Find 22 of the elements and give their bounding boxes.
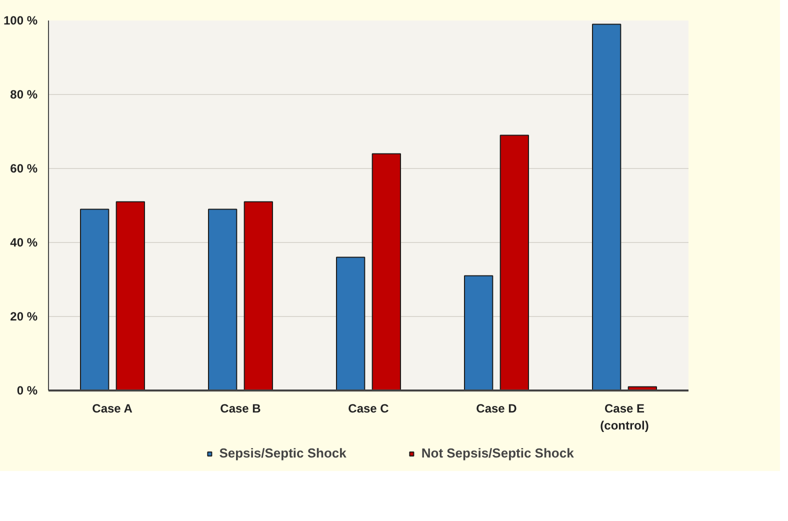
y-tick-label: 20 % xyxy=(10,310,38,324)
bar xyxy=(116,201,145,390)
y-tick-label: 0 % xyxy=(16,384,38,398)
y-tick-label: 80 % xyxy=(10,88,38,102)
bar xyxy=(208,208,238,390)
x-tick-label: Case C xyxy=(348,402,390,416)
bar xyxy=(592,24,622,390)
x-tick-label: Case A xyxy=(92,402,133,416)
legend-label: Not Sepsis/Septic Shock xyxy=(421,446,574,460)
x-tick-label: Case B xyxy=(220,402,262,416)
legend-label: Sepsis/Septic Shock xyxy=(219,446,346,460)
bar xyxy=(80,208,110,390)
y-tick-label: 60 % xyxy=(10,162,38,176)
bar xyxy=(244,201,273,390)
x-tick-label: Case D xyxy=(476,402,518,416)
bar xyxy=(372,153,401,390)
bar xyxy=(464,275,494,390)
bar xyxy=(500,134,529,390)
y-tick-label: 100 % xyxy=(3,14,38,28)
bar xyxy=(336,256,366,390)
x-tick-label: Case E (control) xyxy=(600,402,649,432)
y-tick-label: 40 % xyxy=(10,236,38,250)
